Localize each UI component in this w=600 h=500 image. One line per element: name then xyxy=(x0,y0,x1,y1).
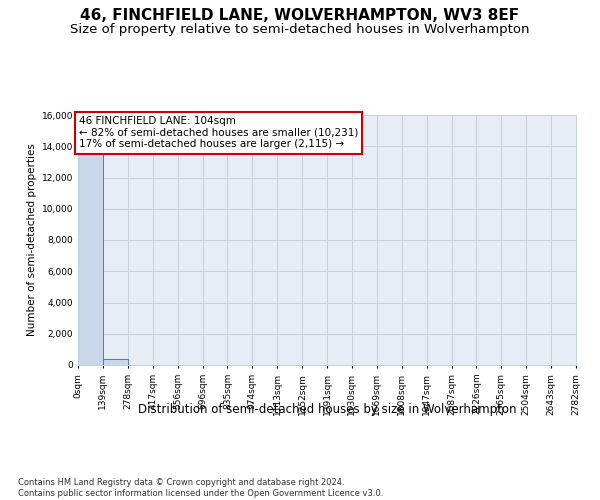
Text: 46, FINCHFIELD LANE, WOLVERHAMPTON, WV3 8EF: 46, FINCHFIELD LANE, WOLVERHAMPTON, WV3 … xyxy=(80,8,520,22)
Text: Distribution of semi-detached houses by size in Wolverhampton: Distribution of semi-detached houses by … xyxy=(138,402,516,415)
Text: Contains HM Land Registry data © Crown copyright and database right 2024.
Contai: Contains HM Land Registry data © Crown c… xyxy=(18,478,383,498)
Bar xyxy=(103,359,128,365)
Text: 46 FINCHFIELD LANE: 104sqm
← 82% of semi-detached houses are smaller (10,231)
17: 46 FINCHFIELD LANE: 104sqm ← 82% of semi… xyxy=(79,116,358,150)
Y-axis label: Number of semi-detached properties: Number of semi-detached properties xyxy=(28,144,37,336)
Text: Size of property relative to semi-detached houses in Wolverhampton: Size of property relative to semi-detach… xyxy=(70,24,530,36)
Bar xyxy=(78,130,103,365)
